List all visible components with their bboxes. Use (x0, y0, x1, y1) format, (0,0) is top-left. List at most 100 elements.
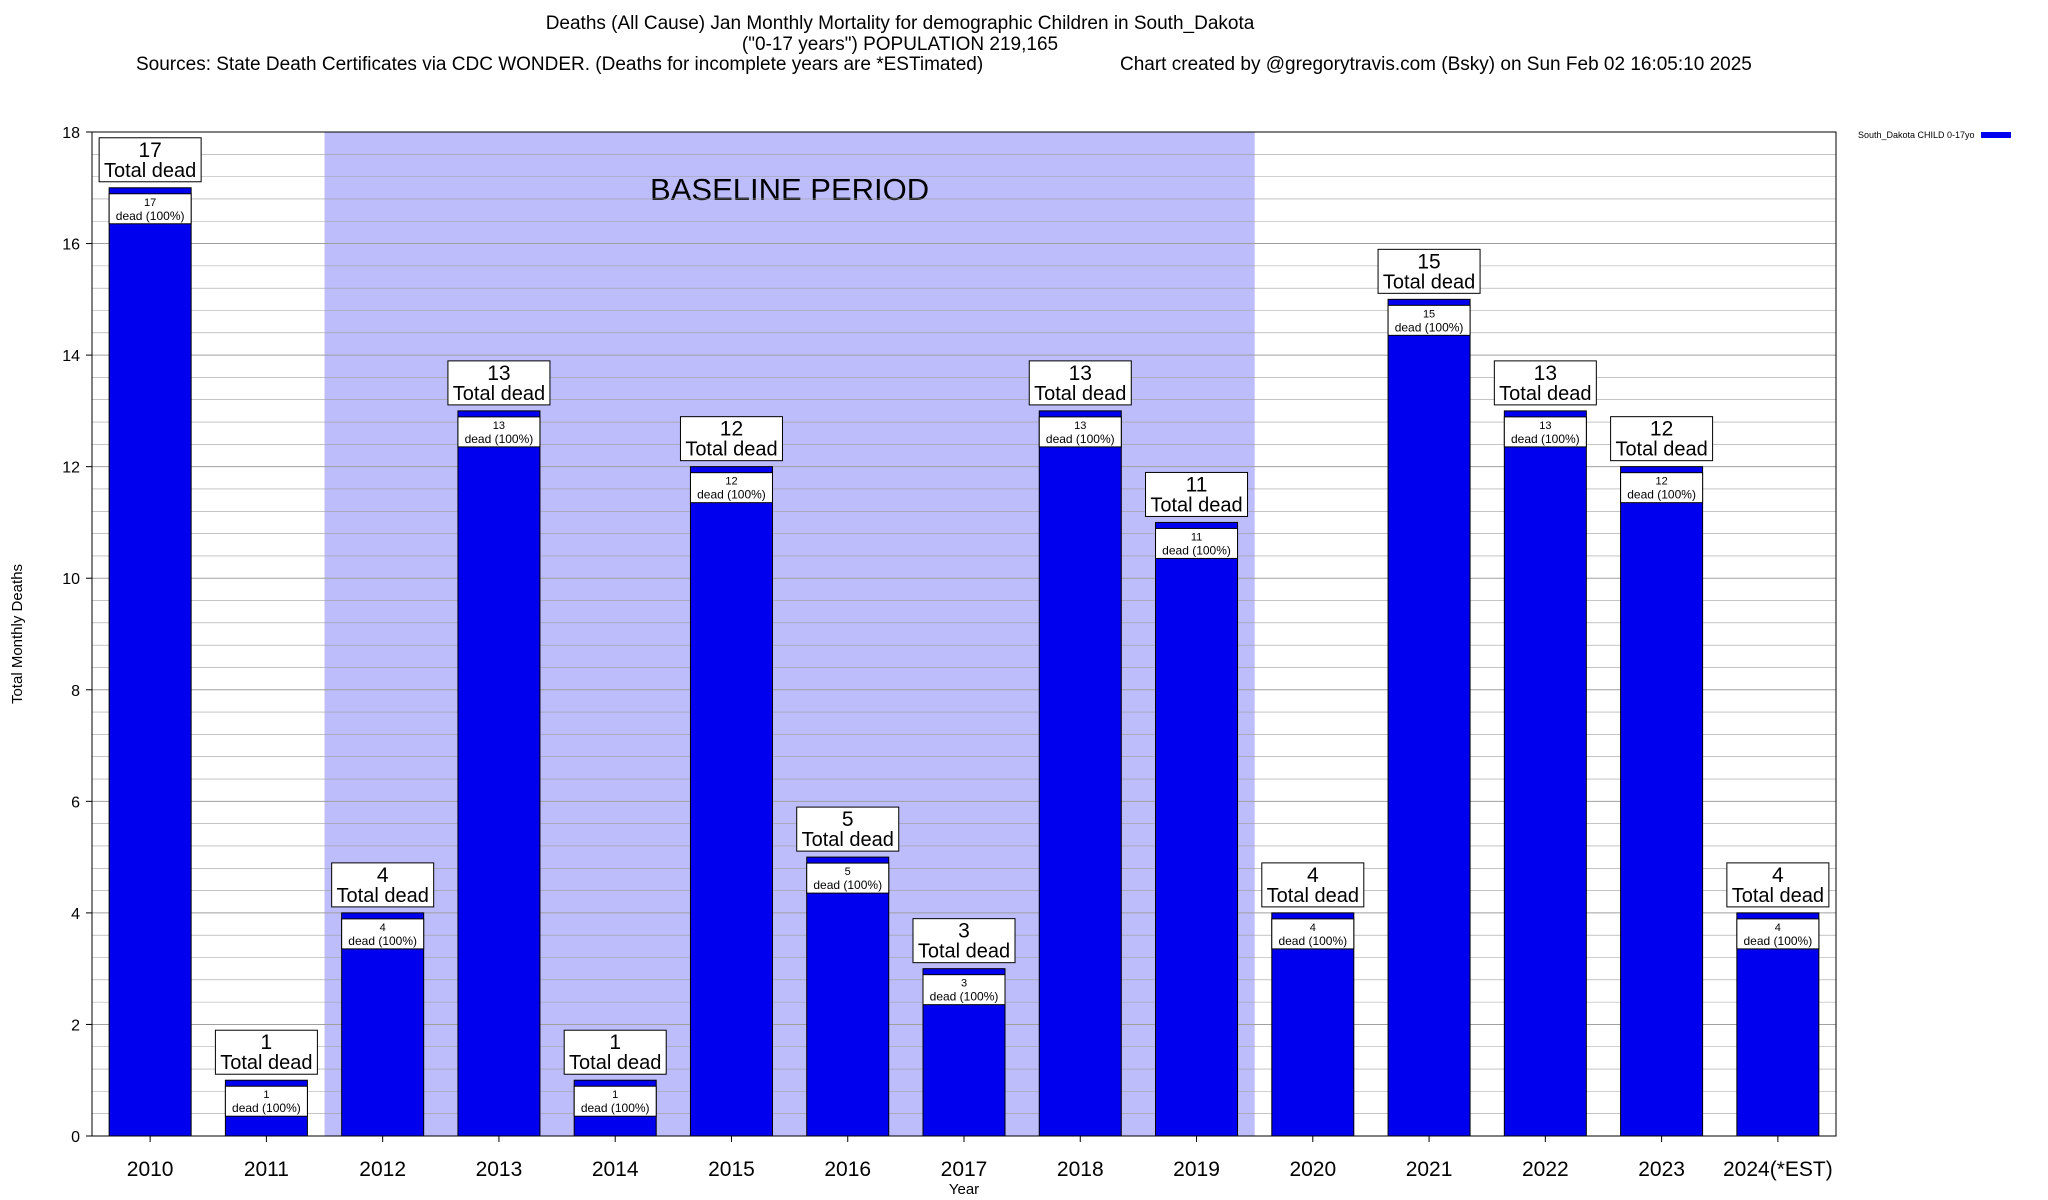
x-tick-label: 2014 (592, 1158, 639, 1181)
top-label-text: Total dead (1267, 885, 1359, 907)
top-label-box (1145, 471, 1249, 517)
top-label-value: 15 (1417, 250, 1440, 273)
inner-label-text: dead (100%) (1627, 488, 1696, 502)
x-tick-label: 2011 (244, 1158, 289, 1181)
top-label-box (563, 1029, 667, 1075)
inner-label-value: 5 (845, 866, 851, 878)
top-label-box (679, 416, 783, 462)
baseline-label: BASELINE PERIOD (650, 172, 929, 207)
top-label-value: 11 (1186, 473, 1208, 496)
inner-label-text: dead (100%) (930, 990, 999, 1004)
top-label-value: 5 (842, 808, 854, 831)
inner-label-value: 13 (493, 420, 505, 432)
x-tick-label: 2012 (359, 1158, 406, 1181)
x-tick-label: 2013 (476, 1158, 523, 1181)
inner-label-value: 13 (1539, 420, 1551, 432)
inner-label-text: dead (100%) (813, 878, 882, 892)
y-tick-label: 14 (62, 348, 80, 365)
bar (1155, 521, 1239, 1137)
inner-label-value: 4 (1775, 922, 1781, 934)
bar (1736, 912, 1820, 1137)
y-tick-label: 10 (62, 571, 80, 588)
top-label-text: Total dead (337, 885, 429, 907)
inner-label-text: dead (100%) (1744, 934, 1813, 948)
inner-label-value: 1 (263, 1089, 269, 1101)
x-tick-label: 2016 (824, 1158, 871, 1181)
inner-label-box (689, 472, 773, 504)
bar (1038, 410, 1122, 1137)
top-label-box (1028, 360, 1132, 406)
top-label-value: 4 (1307, 864, 1319, 887)
inner-label-box (573, 1085, 657, 1117)
y-tick-label: 8 (71, 683, 80, 700)
top-label-box (1261, 862, 1365, 908)
x-tick-label: 2015 (708, 1158, 755, 1181)
y-tick-label: 0 (71, 1129, 80, 1146)
top-label-text: Total dead (1732, 885, 1824, 907)
top-label-value: 3 (958, 920, 970, 943)
top-label-box (1726, 862, 1830, 908)
top-label-value: 1 (609, 1031, 621, 1054)
inner-label-box (1503, 416, 1587, 448)
inner-label-value: 3 (961, 978, 967, 990)
inner-label-box (1387, 304, 1471, 336)
bar (1620, 466, 1704, 1137)
inner-label-box (457, 416, 541, 448)
inner-label-text: dead (100%) (697, 488, 766, 502)
bar (1503, 410, 1587, 1137)
y-tick-label: 2 (71, 1017, 80, 1034)
inner-label-value: 17 (144, 197, 156, 209)
inner-label-box (1271, 918, 1355, 950)
inner-label-value: 11 (1191, 531, 1202, 543)
inner-label-box (1155, 527, 1239, 559)
x-tick-label: 2020 (1289, 1158, 1336, 1181)
inner-label-text: dead (100%) (1046, 432, 1115, 446)
top-label-box (331, 862, 435, 908)
bar (457, 410, 541, 1137)
x-axis-label: Year (949, 1181, 979, 1198)
inner-label-value: 13 (1074, 420, 1086, 432)
inner-label-box (922, 974, 1006, 1006)
top-label-box (1610, 416, 1714, 462)
bar (806, 856, 890, 1137)
inner-label-text: dead (100%) (348, 934, 417, 948)
top-label-value: 13 (1069, 362, 1092, 385)
top-label-value: 12 (1650, 418, 1673, 441)
inner-label-box (806, 862, 890, 894)
top-label-box (1493, 360, 1597, 406)
top-label-box (796, 806, 900, 852)
inner-label-box (341, 918, 425, 950)
top-label-value: 4 (377, 864, 389, 887)
x-tick-label: 2017 (941, 1158, 988, 1181)
top-label-text: Total dead (453, 383, 545, 405)
inner-label-value: 4 (380, 922, 386, 934)
chart-legend: South_Dakota CHILD 0-17yo (1858, 130, 2011, 140)
inner-label-text: dead (100%) (232, 1101, 301, 1115)
x-tick-label: 2019 (1173, 1158, 1220, 1181)
top-label-value: 12 (720, 418, 743, 441)
y-axis-label: Total Monthly Deaths (9, 564, 26, 704)
top-label-value: 17 (138, 139, 161, 162)
inner-label-box (108, 193, 192, 225)
inner-label-text: dead (100%) (1395, 320, 1464, 334)
inner-label-box (1620, 472, 1704, 504)
inner-label-box (1038, 416, 1122, 448)
top-label-text: Total dead (802, 829, 894, 851)
top-label-value: 13 (1534, 362, 1557, 385)
inner-label-text: dead (100%) (1162, 543, 1231, 557)
inner-label-box (224, 1085, 308, 1117)
bar-layer (108, 187, 1820, 1137)
top-label-text: Total dead (220, 1052, 312, 1074)
top-label-text: Total dead (918, 941, 1010, 963)
chart-subtitle: ("0-17 years") POPULATION 219,165 (741, 34, 1059, 55)
top-label-value: 1 (261, 1031, 273, 1054)
top-label-box (98, 137, 202, 183)
bar (108, 187, 192, 1137)
inner-label-text: dead (100%) (1278, 934, 1347, 948)
top-label-box (447, 360, 551, 406)
top-label-text: Total dead (1034, 383, 1126, 405)
inner-label-text: dead (100%) (116, 209, 185, 223)
inner-label-value: 1 (612, 1089, 618, 1101)
